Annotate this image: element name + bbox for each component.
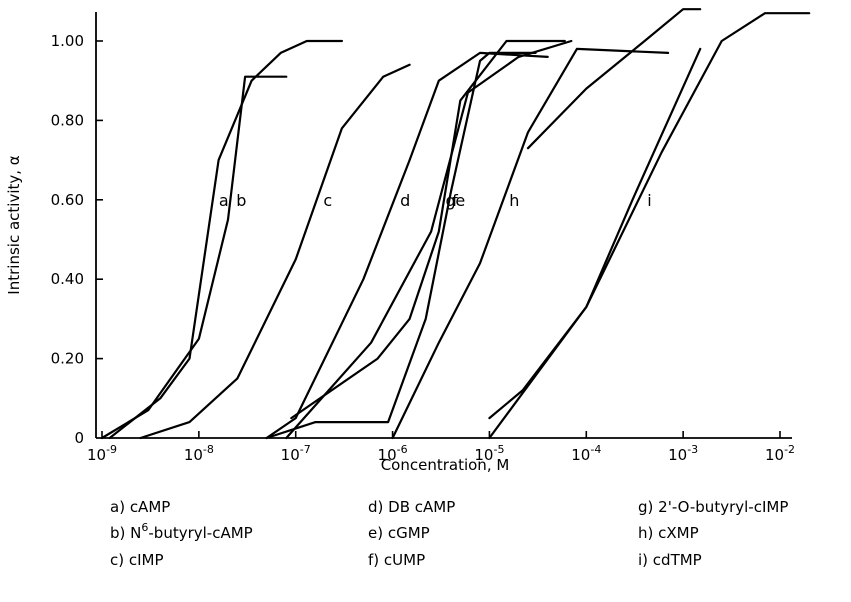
legend-entry: e) cGMP	[368, 524, 430, 542]
curve-letter-f: f	[452, 191, 458, 210]
curve-letter-h: h	[509, 191, 519, 210]
x-tick-label: 10-8	[184, 443, 214, 464]
legend-entry: h) cXMP	[638, 524, 699, 542]
curve-letter-e: e	[455, 191, 465, 210]
series-line-e	[265, 51, 537, 440]
series-lines	[100, 8, 811, 440]
y-tick-label: 0.40	[51, 270, 84, 288]
curve-letter-c: c	[323, 191, 332, 210]
legend-entry: b) N6-butyryl-cAMP	[110, 521, 253, 542]
y-tick-label: 1.00	[51, 32, 84, 50]
x-tick-label: 10-4	[571, 443, 601, 464]
legend-entry: c) cIMP	[110, 551, 164, 569]
legend-entry: f) cUMP	[368, 551, 425, 569]
curve-letter-g: g	[445, 191, 455, 210]
x-ticks: 10-9 10-8 10-7 10-6 10-5 10-4 10-3 10-2	[87, 431, 795, 464]
series-line-a	[108, 39, 343, 440]
curve-letters: a b c d efg h i	[219, 191, 652, 210]
x-axis-title: Concentration, M	[381, 456, 510, 474]
x-tick-label: 10-2	[765, 443, 795, 464]
curve-letter-b: b	[236, 191, 246, 210]
legend: a) cAMP b) N6-butyryl-cAMP c) cIMP d) DB cA…	[110, 498, 788, 569]
series-line-b	[100, 75, 288, 440]
y-tick-label: 0.80	[51, 111, 84, 129]
x-tick-label: 10-7	[281, 443, 311, 464]
series-line-i	[488, 12, 811, 420]
legend-entry: a) cAMP	[110, 498, 170, 516]
curve-letter-i: i	[647, 191, 651, 210]
x-tick-label: 10-5	[474, 443, 504, 464]
series-line-g	[285, 39, 573, 440]
y-ticks: 0 0.20 0.40 0.60 0.80 1.00	[51, 32, 103, 447]
y-tick-label: 0.20	[51, 350, 84, 368]
series-line-unlabeled	[488, 47, 702, 440]
x-tick-label: 10-6	[378, 443, 408, 464]
curve-letter-d: d	[400, 191, 410, 210]
curve-letter-a: a	[219, 191, 229, 210]
series-line-c	[139, 63, 411, 440]
legend-entry: d) DB cAMP	[368, 498, 455, 516]
axes	[95, 12, 792, 439]
legend-entry: i) cdTMP	[638, 551, 702, 569]
series-line-h	[391, 47, 670, 440]
x-tick-label: 10-3	[668, 443, 698, 464]
legend-entry: g) 2'-O-butyryl-cIMP	[638, 498, 788, 516]
y-tick-label: 0	[74, 429, 84, 447]
y-axis-title: Intrinsic activity, α	[5, 155, 23, 294]
series-line-f	[290, 39, 566, 420]
y-tick-label: 0.60	[51, 191, 84, 209]
series-line-unlabeled	[526, 8, 702, 150]
x-tick-label: 10-9	[87, 443, 117, 464]
series-line-d	[265, 51, 549, 440]
